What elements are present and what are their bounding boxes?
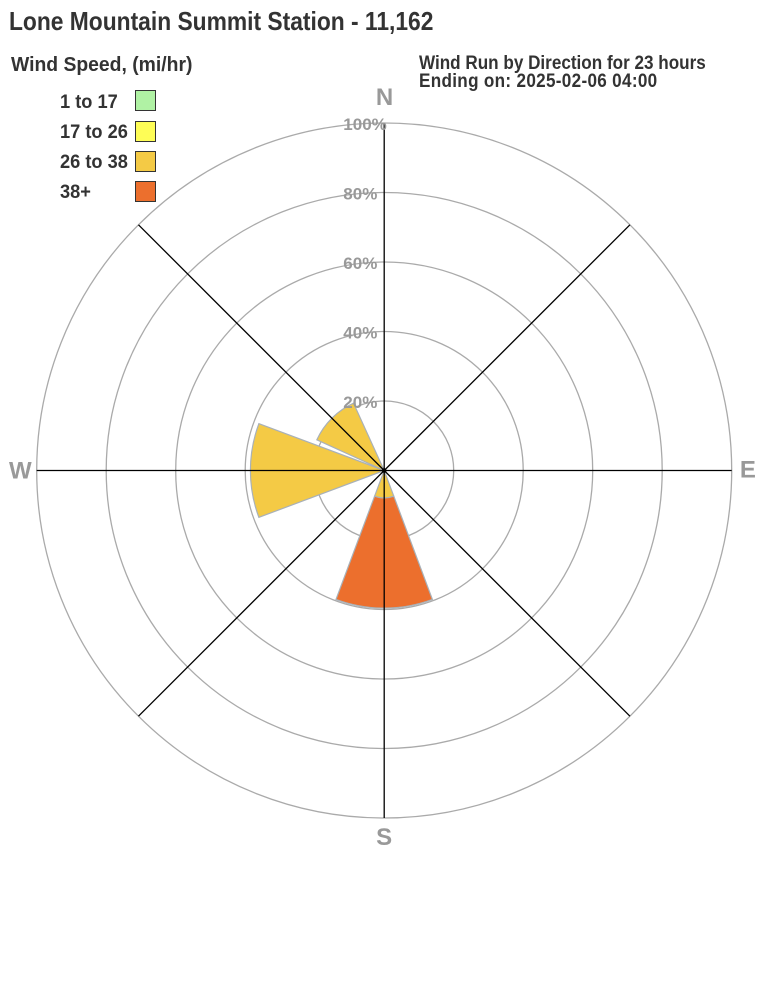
annotation-line2: Ending on: 2025-02-06 04:00: [419, 70, 658, 92]
radial-axis: [138, 470, 385, 717]
legend-row: 38+: [0, 180, 220, 204]
compass-label-north: N: [376, 84, 393, 111]
legend-label: 1 to 17: [59, 91, 118, 113]
legend-title: Wind Speed, (mi/hr): [10, 53, 192, 76]
compass-label-west: W: [9, 457, 32, 484]
ring-label-60: 60%: [343, 254, 377, 273]
annotation-line1: Wind Run by Direction for 23 hours: [419, 52, 706, 74]
radial-axis: [383, 224, 631, 471]
compass-label-south: S: [376, 824, 392, 851]
legend-row: 26 to 38: [0, 150, 220, 174]
ring-label-80: 80%: [343, 184, 377, 203]
annotation: Wind Run by Direction for 23 hours Endin…: [419, 52, 706, 92]
legend-swatch-gold: [135, 150, 156, 172]
ring-label-100: 100%: [343, 115, 386, 134]
ring-label-40: 40%: [343, 323, 377, 342]
legend-row: 17 to 26: [0, 120, 220, 143]
legend-swatch-orange: [135, 180, 156, 202]
legend-swatch-green: [135, 90, 156, 112]
legend-label: 17 to 26: [59, 122, 128, 143]
radial-axis: [383, 470, 631, 717]
chart-title: Lone Mountain Summit Station - 11,162: [9, 5, 434, 36]
legend-label: 26 to 38: [59, 152, 128, 174]
radial-axis: [138, 224, 385, 471]
center-dot: [381, 468, 387, 473]
legend-row: 1 to 17: [0, 90, 220, 113]
legend-swatch-yellow: [135, 120, 156, 142]
compass-label-east: E: [740, 457, 756, 484]
ring-label-20: 20%: [343, 393, 377, 412]
legend-label: 38+: [59, 182, 91, 204]
